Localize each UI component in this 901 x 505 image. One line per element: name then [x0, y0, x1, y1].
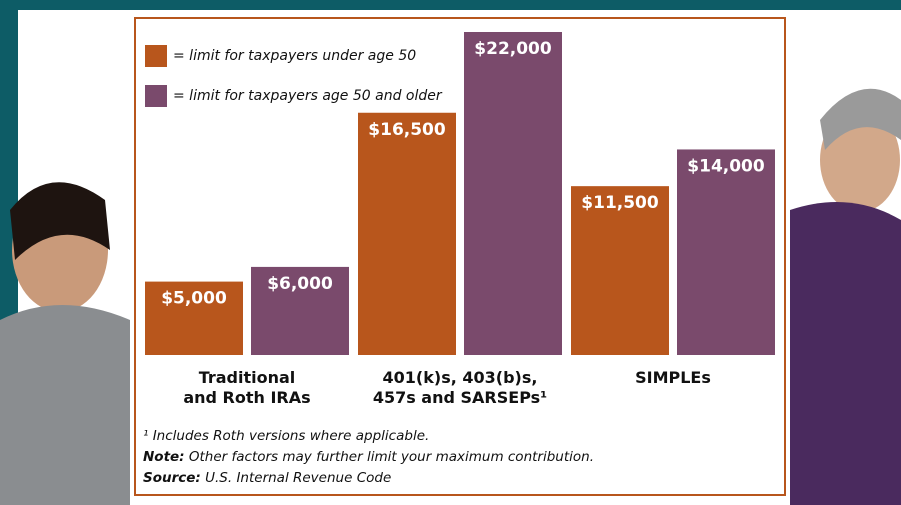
footnote-label: Note:: [143, 449, 185, 465]
chart-frame: [134, 17, 786, 496]
bar: [677, 149, 775, 355]
footnote-text: ¹ Includes Roth versions where applicabl…: [143, 428, 429, 444]
legend-swatch: [145, 85, 167, 107]
bar: [464, 32, 562, 355]
value-label: $6,000: [267, 274, 333, 294]
category-label: SIMPLEs: [635, 368, 711, 387]
category-label: 401(k)s, 403(b)s, 457s and SARSEPs¹: [373, 368, 547, 407]
person-right: [790, 88, 901, 505]
person-left: [0, 182, 130, 505]
legend-label: = limit for taxpayers age 50 and older: [173, 88, 443, 104]
value-label: $16,500: [368, 120, 446, 140]
value-label: $14,000: [687, 156, 765, 176]
footnote: Source: U.S. Internal Revenue Code: [143, 470, 391, 486]
footnote-text: Other factors may further limit your max…: [185, 449, 594, 465]
bar: [358, 112, 456, 355]
bar: [145, 281, 243, 355]
category-label: Traditional and Roth IRAs: [183, 368, 310, 407]
bar: [571, 186, 669, 355]
value-label: $22,000: [474, 39, 552, 59]
value-label: $11,500: [581, 193, 659, 213]
footnote: ¹ Includes Roth versions where applicabl…: [143, 428, 429, 444]
legend-label: = limit for taxpayers under age 50: [173, 48, 416, 64]
legend-swatch: [145, 45, 167, 67]
footnote-label: Source:: [143, 470, 201, 486]
footnote-text: U.S. Internal Revenue Code: [201, 470, 391, 486]
value-label: $5,000: [161, 289, 227, 309]
bar: [251, 266, 349, 355]
footnote: Note: Other factors may further limit yo…: [143, 449, 594, 465]
